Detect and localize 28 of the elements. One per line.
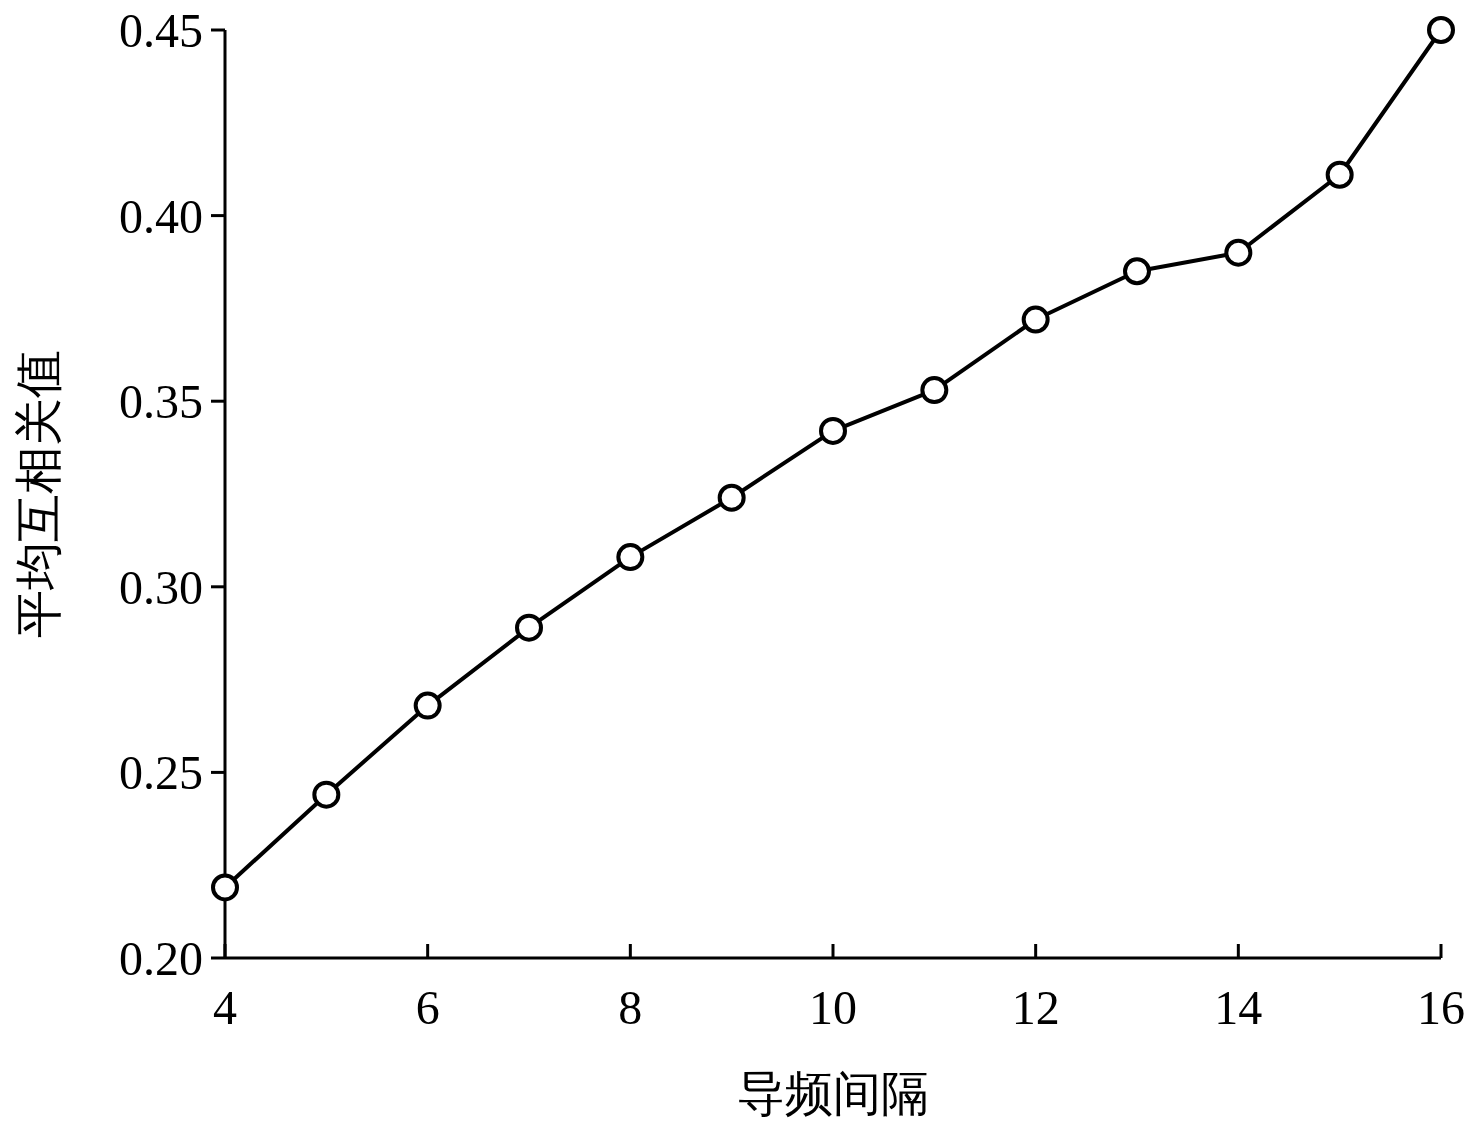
x-tick-label: 10 (809, 981, 857, 1034)
point (819, 416, 847, 445)
point (1021, 305, 1050, 334)
x-tick-label: 6 (415, 981, 440, 1034)
point (1224, 238, 1253, 267)
x-tick-label: 4 (213, 981, 237, 1034)
point (1123, 257, 1151, 286)
y-tick-label: 0.35 (119, 375, 203, 429)
point (211, 873, 239, 902)
y-tick-label: 0.25 (119, 746, 203, 800)
y-axis-title: 平均互相关值 (12, 350, 65, 638)
point (515, 613, 543, 642)
point (1325, 160, 1354, 189)
point (920, 376, 949, 405)
y-tick-label: 0.40 (119, 189, 203, 243)
point (1427, 16, 1455, 44)
y-tick-label: 0.30 (119, 560, 203, 614)
point (312, 780, 341, 809)
x-tick-label: 8 (618, 981, 643, 1034)
y-tick-label: 0.45 (119, 4, 203, 57)
point (616, 543, 645, 572)
point (717, 483, 746, 512)
x-axis-title: 导频间隔 (737, 1067, 929, 1120)
x-tick-label: 14 (1214, 981, 1263, 1034)
x-tick-label: 12 (1011, 981, 1060, 1034)
x-tick-label: 16 (1417, 981, 1465, 1034)
point (413, 691, 442, 720)
y-tick-label: 0.20 (119, 932, 203, 985)
